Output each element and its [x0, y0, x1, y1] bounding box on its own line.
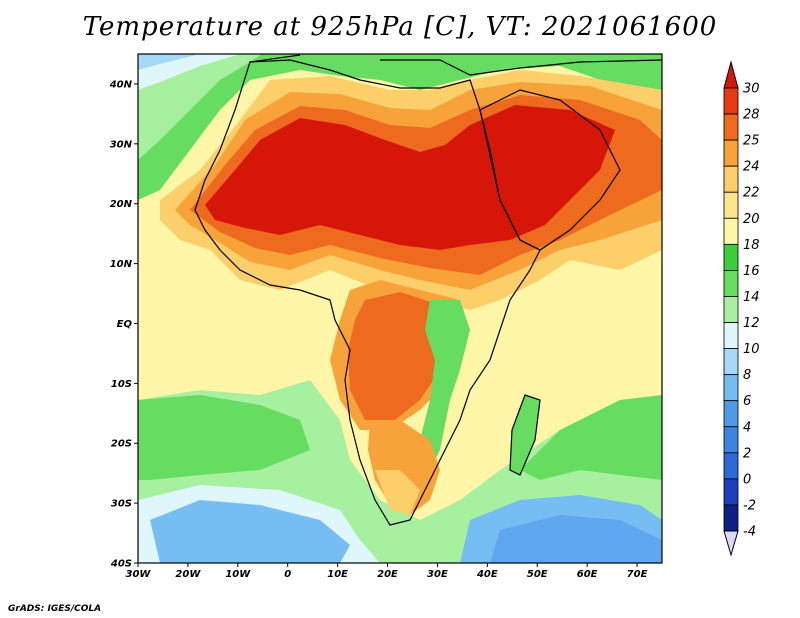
lat-tick-label: 30N: [110, 139, 133, 150]
colorbar-box: [723, 478, 739, 506]
colorbar-box: [723, 322, 739, 349]
africa-coastline: [194, 59, 541, 526]
colorbar-box: [723, 452, 739, 480]
lat-tick-label: 20S: [111, 439, 132, 450]
latitude-axis: 40N 30N 20N 10N EQ 10S 20S 30S 40S: [109, 79, 138, 570]
lat-tick-label: 30S: [111, 499, 132, 510]
lat-tick-label: 40N: [109, 79, 133, 90]
credit-text: GrADS: IGES/COLA: [8, 604, 102, 614]
colorbar-box: [723, 217, 739, 245]
colorbar-box: [723, 400, 739, 428]
lon-tick-label: 30W: [126, 569, 152, 580]
lon-tick-label: 70E: [627, 569, 648, 580]
lon-tick-label: 20W: [175, 569, 201, 580]
field-south-green: [138, 395, 310, 480]
colorbar-box: [723, 113, 739, 141]
colorbar-top-arrow: [723, 60, 739, 89]
colorbar-box: [723, 374, 739, 402]
lon-tick-label: 10E: [327, 569, 348, 580]
colorbar-label: 30: [743, 82, 760, 97]
field-south-green-east: [520, 395, 662, 480]
colorbar-label: 22: [743, 186, 760, 201]
colorbar-label: 20: [743, 212, 760, 227]
field-east-green: [420, 300, 470, 470]
colorbar-label: 16: [743, 264, 760, 279]
colorbar-label: 2: [743, 446, 751, 461]
field-sahara-red: [205, 105, 615, 250]
colorbar-box: [723, 504, 739, 532]
madagascar-coastline: [509, 394, 541, 476]
lat-tick-label: 10S: [111, 379, 132, 390]
field-southafrica-yellow: [375, 470, 420, 515]
colorbar-box: [723, 87, 739, 115]
lon-tick-label: 10W: [225, 569, 251, 580]
lon-tick-label: 20E: [377, 569, 398, 580]
colorbar-box: [723, 270, 739, 297]
colorbar-label: 24: [743, 160, 760, 175]
lat-tick-label: 20N: [110, 199, 133, 210]
chart-title: Temperature at 925hPa [C], VT: 202106160…: [82, 12, 718, 42]
lat-tick-label: 10N: [110, 259, 133, 270]
colorbar-label: 4: [743, 420, 751, 435]
field-north-blue: [138, 54, 200, 70]
colorbar-box: [723, 296, 739, 323]
lon-tick-label: 60E: [577, 569, 598, 580]
europe-coastline: [249, 54, 662, 76]
longitude-axis: 30W 20W 10W 0 10E 20E 30E 40E 50E 60E 70E: [126, 563, 648, 580]
colorbar-box: [723, 348, 739, 376]
colorbar-label: 6: [743, 394, 751, 409]
colorbar-box: [723, 426, 739, 454]
colorbar-label: 10: [743, 342, 760, 357]
temperature-field: [138, 54, 662, 563]
lon-tick-label: 30E: [427, 569, 448, 580]
lon-tick-label: 50E: [527, 569, 548, 580]
coastlines: [194, 54, 662, 526]
field-north-lightgreen: [138, 54, 262, 160]
colorbar-box: [723, 139, 739, 167]
colorbar-label: 28: [743, 108, 760, 123]
field-south-deepblue: [490, 515, 662, 563]
arabia-coastline: [479, 89, 621, 251]
colorbar-label: -2: [743, 498, 756, 513]
colorbar-label: 12: [743, 316, 760, 331]
colorbar-label: 14: [743, 290, 760, 305]
plot-frame: [137, 53, 663, 564]
colorbar-box: [723, 191, 739, 219]
colorbar-box: [723, 243, 739, 271]
field-madagascar: [510, 395, 540, 475]
field-south-blue-west: [150, 500, 350, 563]
colorbar-label: 18: [743, 238, 760, 253]
colorbar-label: 8: [743, 368, 751, 383]
lon-tick-label: 0: [284, 569, 291, 580]
lat-tick-label: 40S: [110, 559, 132, 570]
colorbar-label: -4: [743, 525, 756, 540]
colorbar-bottom-arrow: [723, 530, 739, 557]
lat-tick-label: EQ: [117, 319, 133, 330]
lon-tick-label: 40E: [476, 569, 498, 580]
colorbar-label: 25: [743, 134, 760, 149]
colorbar-label: 0: [743, 472, 751, 487]
colorbar-box: [723, 165, 739, 193]
